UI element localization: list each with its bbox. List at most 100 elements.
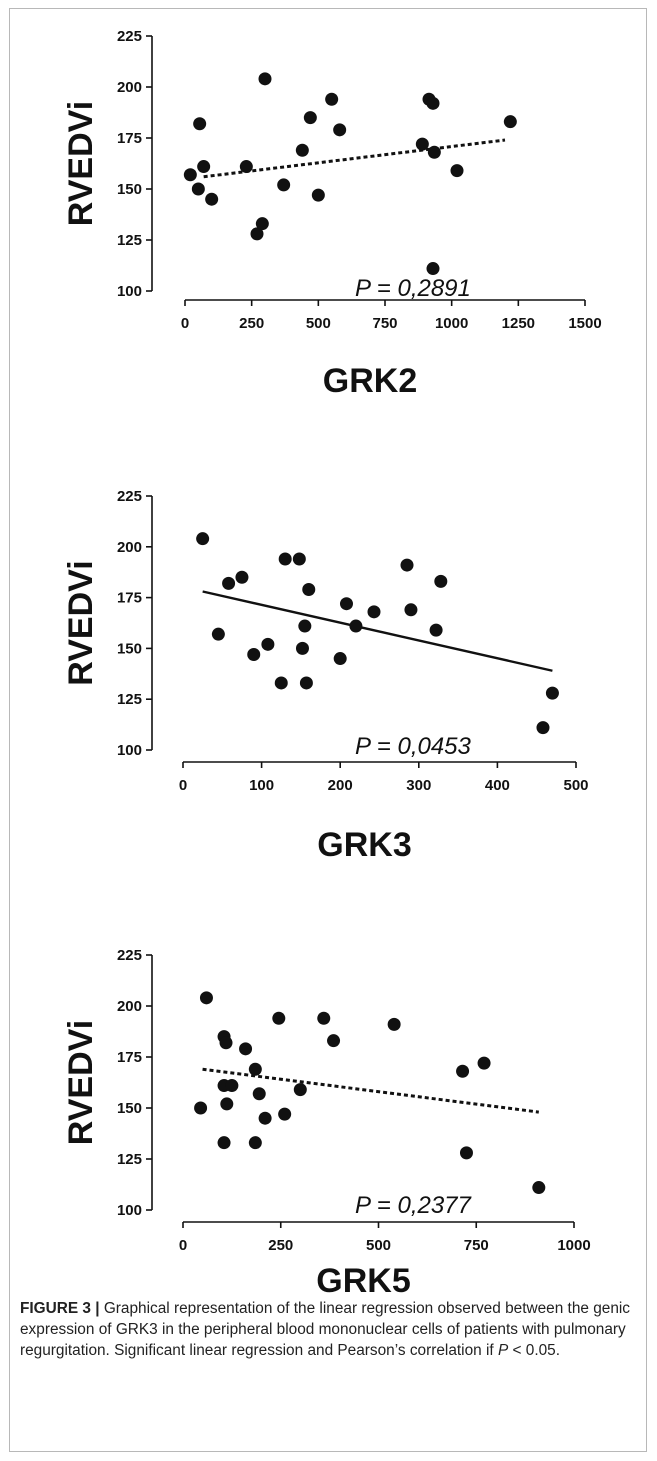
x-axis-title: GRK2 (323, 362, 417, 400)
x-tick-label: 750 (372, 315, 397, 332)
x-tick-label: 500 (563, 777, 588, 794)
data-point (367, 605, 381, 619)
data-point (222, 576, 236, 590)
data-point (196, 532, 210, 546)
x-tick-label: 0 (181, 315, 189, 332)
data-point (193, 117, 207, 131)
data-point (450, 164, 464, 178)
y-axis-title: RVEDVi (62, 1020, 100, 1145)
x-tick-label: 500 (366, 1237, 391, 1254)
data-point (217, 1136, 231, 1150)
x-tick-label: 100 (249, 777, 274, 794)
data-point (536, 721, 550, 735)
data-point (278, 552, 292, 566)
data-point (415, 137, 429, 151)
data-point (252, 1087, 266, 1101)
y-tick-label: 100 (117, 283, 142, 300)
y-tick-label: 225 (117, 488, 142, 505)
data-point (205, 192, 219, 206)
y-tick-label: 200 (117, 79, 142, 96)
data-point (387, 1017, 401, 1031)
y-tick-label: 100 (117, 742, 142, 759)
data-point (333, 652, 347, 666)
data-point (255, 217, 269, 231)
caption-threshold: < 0.05. (508, 1342, 560, 1359)
figure-caption: FIGURE 3 | Graphical representation of t… (20, 1298, 630, 1361)
data-point (427, 145, 441, 159)
data-point (295, 641, 309, 655)
x-tick-label: 0 (179, 777, 187, 794)
data-point (225, 1079, 239, 1093)
data-point (333, 123, 347, 137)
data-point (327, 1034, 341, 1048)
data-point (456, 1064, 470, 1078)
data-point (293, 1083, 307, 1097)
data-point (292, 552, 306, 566)
y-tick-label: 150 (117, 640, 142, 657)
data-point (317, 1011, 331, 1025)
y-tick-label: 100 (117, 1202, 142, 1219)
caption-text: Graphical representation of the linear r… (20, 1300, 631, 1359)
data-point (303, 111, 317, 125)
data-point (239, 1042, 253, 1056)
data-point (258, 1111, 272, 1125)
y-tick-label: 200 (117, 998, 142, 1015)
figure-frame (9, 8, 647, 1452)
y-tick-label: 175 (117, 590, 142, 607)
y-tick-label: 125 (117, 232, 142, 249)
p-value-annotation: P = 0,2377 (355, 1192, 473, 1219)
p-value-annotation: P = 0,2891 (355, 275, 471, 302)
regression-line (202, 590, 553, 672)
x-tick-label: 1250 (502, 315, 535, 332)
data-point (197, 160, 211, 174)
x-tick-label: 200 (328, 777, 353, 794)
chart-panel-1: 100 125 150 175 200 225 0 250 500 750 1000 1250 1500… (62, 28, 602, 400)
y-tick-label: 225 (117, 28, 142, 45)
data-point (247, 647, 261, 661)
x-tick-label: 1000 (557, 1237, 590, 1254)
y-tick-label: 175 (117, 130, 142, 147)
data-point (295, 143, 309, 157)
x-tick-label: 500 (306, 315, 331, 332)
data-point (339, 597, 353, 611)
x-tick-label: 1500 (568, 315, 601, 332)
data-point (325, 92, 339, 106)
x-tick-label: 1000 (435, 315, 468, 332)
y-tick-label: 125 (117, 691, 142, 708)
caption-p-symbol: P (497, 1342, 509, 1359)
regression-line (202, 1067, 539, 1114)
data-point (434, 574, 448, 588)
data-point (404, 603, 418, 617)
data-point (235, 570, 249, 584)
data-point (219, 1036, 233, 1050)
data-point (248, 1062, 262, 1076)
data-point (211, 627, 225, 641)
x-tick-label: 750 (464, 1237, 489, 1254)
x-axis-title: GRK5 (316, 1262, 410, 1300)
data-point (239, 160, 253, 174)
y-tick-label: 200 (117, 539, 142, 556)
data-point (277, 178, 291, 192)
x-axis-title: GRK3 (317, 826, 411, 864)
data-point (299, 676, 313, 690)
data-point (400, 558, 414, 572)
regression-line (203, 138, 506, 179)
data-point (426, 262, 440, 276)
data-point (477, 1056, 491, 1070)
data-point (429, 623, 443, 637)
data-point (261, 637, 275, 651)
chart-panel-3: 100 125 150 175 200 225 0 250 500 750 1000 RVEDVi GR… (62, 947, 591, 1300)
y-tick-label: 150 (117, 181, 142, 198)
x-tick-label: 250 (268, 1237, 293, 1254)
x-tick-label: 0 (179, 1237, 187, 1254)
x-tick-label: 250 (239, 315, 264, 332)
y-tick-label: 175 (117, 1049, 142, 1066)
y-axis-title: RVEDVi (62, 101, 100, 226)
data-point (183, 168, 197, 182)
data-point (426, 96, 440, 110)
data-point (459, 1146, 473, 1160)
data-point (199, 991, 213, 1005)
y-tick-label: 225 (117, 947, 142, 964)
data-point (532, 1181, 546, 1195)
